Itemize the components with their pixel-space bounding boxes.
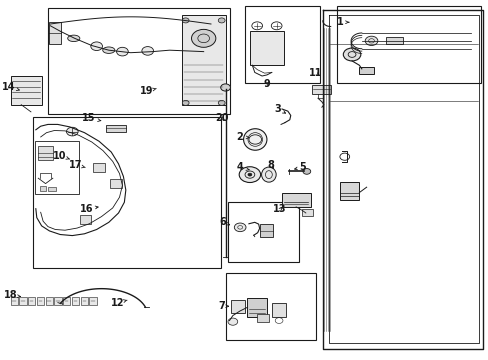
Circle shape (66, 127, 78, 136)
Text: 4: 4 (236, 162, 249, 172)
Circle shape (116, 47, 128, 56)
Text: 5: 5 (294, 162, 305, 172)
Text: 13: 13 (273, 204, 286, 215)
Circle shape (239, 167, 260, 183)
FancyBboxPatch shape (45, 297, 53, 305)
FancyBboxPatch shape (339, 182, 359, 200)
Circle shape (218, 18, 224, 23)
FancyBboxPatch shape (247, 298, 266, 317)
FancyBboxPatch shape (231, 300, 244, 314)
FancyBboxPatch shape (182, 15, 225, 105)
Circle shape (182, 18, 189, 23)
FancyBboxPatch shape (11, 297, 18, 305)
Circle shape (227, 318, 237, 325)
Text: 12: 12 (111, 298, 127, 308)
Circle shape (302, 168, 310, 174)
FancyBboxPatch shape (40, 186, 45, 192)
Text: 15: 15 (81, 113, 101, 123)
FancyBboxPatch shape (106, 125, 125, 132)
Circle shape (220, 84, 230, 91)
Ellipse shape (102, 47, 115, 53)
Text: 14: 14 (2, 82, 20, 92)
FancyBboxPatch shape (48, 187, 56, 192)
Ellipse shape (261, 167, 276, 182)
FancyBboxPatch shape (28, 297, 35, 305)
Text: 16: 16 (80, 204, 98, 214)
FancyBboxPatch shape (63, 297, 70, 305)
Circle shape (91, 42, 102, 50)
Ellipse shape (67, 35, 80, 41)
FancyBboxPatch shape (359, 67, 373, 74)
Circle shape (182, 100, 189, 105)
FancyBboxPatch shape (257, 315, 269, 321)
FancyBboxPatch shape (72, 297, 79, 305)
FancyBboxPatch shape (49, 22, 61, 44)
FancyBboxPatch shape (249, 31, 284, 65)
Circle shape (271, 22, 282, 30)
Circle shape (234, 223, 245, 231)
FancyBboxPatch shape (38, 146, 53, 160)
Text: 11: 11 (308, 68, 322, 78)
Text: 3: 3 (274, 104, 285, 114)
Circle shape (142, 46, 153, 55)
Circle shape (251, 22, 262, 30)
FancyBboxPatch shape (81, 297, 88, 305)
FancyBboxPatch shape (54, 297, 61, 305)
FancyBboxPatch shape (259, 224, 273, 237)
Text: 2: 2 (235, 132, 248, 142)
Text: 17: 17 (69, 160, 85, 170)
FancyBboxPatch shape (89, 297, 97, 305)
FancyBboxPatch shape (386, 37, 402, 44)
FancyBboxPatch shape (93, 163, 105, 172)
FancyBboxPatch shape (11, 76, 42, 105)
Circle shape (343, 48, 360, 61)
Circle shape (247, 173, 251, 176)
FancyBboxPatch shape (110, 179, 122, 188)
FancyBboxPatch shape (311, 85, 330, 94)
Text: 6: 6 (219, 217, 229, 227)
FancyBboxPatch shape (302, 210, 312, 216)
Text: 20: 20 (215, 113, 228, 123)
Circle shape (365, 36, 377, 45)
Ellipse shape (243, 129, 266, 150)
FancyBboxPatch shape (37, 297, 44, 305)
Text: 10: 10 (53, 150, 70, 161)
Text: 19: 19 (140, 86, 156, 96)
Circle shape (218, 100, 224, 105)
Text: 8: 8 (267, 160, 274, 170)
FancyBboxPatch shape (271, 303, 286, 317)
Text: 7: 7 (218, 301, 228, 311)
Text: 9: 9 (263, 79, 270, 89)
FancyBboxPatch shape (281, 193, 310, 207)
FancyBboxPatch shape (19, 297, 26, 305)
Circle shape (191, 30, 215, 47)
Text: 1: 1 (336, 17, 348, 27)
FancyBboxPatch shape (80, 215, 91, 224)
Text: 18: 18 (4, 291, 20, 301)
